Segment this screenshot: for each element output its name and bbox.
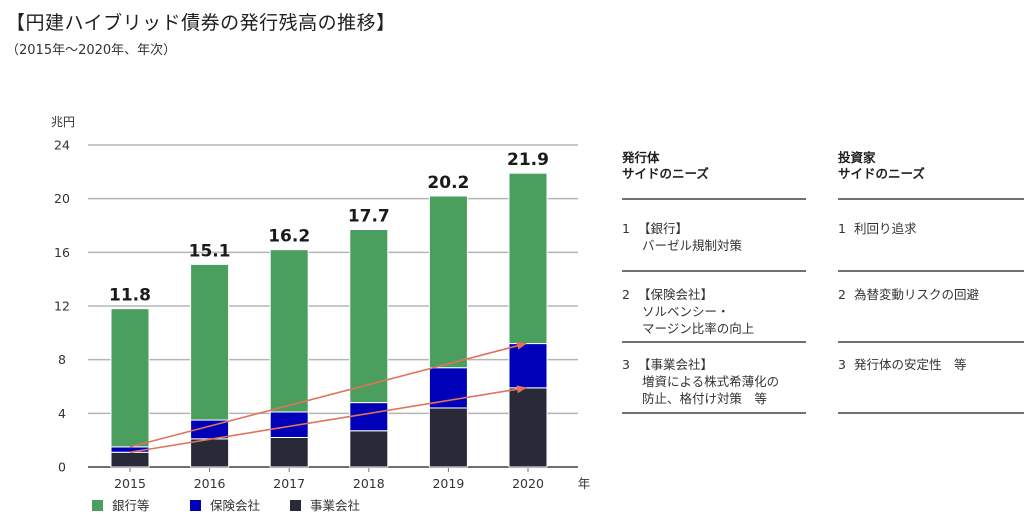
divider (622, 341, 806, 343)
issuer-needs-header-line1: 発行体 (622, 150, 660, 165)
bar-total-label: 11.8 (109, 286, 151, 306)
item-number: 1 (622, 221, 630, 236)
y-tick-label: 24 (54, 138, 70, 153)
item-label: 【保険会社】 (638, 287, 714, 302)
bar-segment (190, 263, 230, 421)
item-text: ソルベンシー・ (642, 304, 730, 319)
item-label: 【銀行】 (638, 221, 689, 236)
bar-segment (269, 436, 309, 468)
legend-swatch (190, 500, 201, 511)
x-tick-label: 2018 (353, 476, 385, 491)
investor-needs-header-line2: サイドのニーズ (838, 166, 925, 181)
bar-segment (110, 308, 150, 448)
divider (622, 270, 806, 272)
bar-segment (428, 195, 468, 369)
bar-segment (349, 402, 389, 432)
item-number: 2 (838, 287, 846, 302)
item-number: 1 (838, 221, 846, 236)
item-text: 発行体の安定性 等 (854, 357, 967, 372)
item-text: 防止、格付け対策 等 (642, 391, 768, 406)
y-tick-label: 12 (54, 299, 70, 314)
investor-need-item: 3 発行体の安定性 等 (838, 356, 967, 373)
item-number: 2 (622, 287, 630, 302)
item-text: マージン比率の向上 (642, 321, 755, 336)
issuer-need-item: 2 【保険会社】 ソルベンシー・ マージン比率の向上 (622, 286, 754, 337)
bar-segment (349, 229, 389, 404)
legend-label: 事業会社 (310, 498, 360, 513)
investor-needs-panel: 投資家 サイドのニーズ 1 利回り追求 2 為替変動リスクの回避 3 発行体の安定性 … (838, 150, 1024, 430)
bar-total-label: 16.2 (268, 227, 310, 247)
issuer-needs-header-line2: サイドのニーズ (622, 166, 709, 181)
page-subtitle: （2015年～2020年、年次） (6, 43, 177, 58)
legend-swatch (290, 500, 301, 511)
trend-arrow (129, 341, 527, 448)
bar-segment (349, 430, 389, 468)
bar-total-label: 17.7 (348, 207, 390, 227)
legend-label: 銀行等 (112, 498, 150, 513)
issuer-needs-header: 発行体 サイドのニーズ (622, 150, 806, 182)
x-tick-label: 2017 (273, 476, 305, 491)
divider (838, 412, 1024, 414)
x-tick-label: 2019 (432, 476, 464, 491)
item-label: 【事業会社】 (638, 357, 714, 372)
bar-segment (508, 343, 548, 389)
divider (622, 198, 806, 200)
issuer-need-item: 1 【銀行】 バーゼル規制対策 (622, 220, 742, 254)
item-text: 増資による株式希薄化の (642, 374, 780, 389)
bar-segment (190, 438, 230, 468)
legend-swatch (92, 500, 103, 511)
divider (622, 412, 806, 414)
item-text: バーゼル規制対策 (642, 238, 743, 253)
legend-label: 保険会社 (210, 498, 260, 513)
x-tick-label: 2015 (114, 476, 146, 491)
y-tick-label: 8 (58, 352, 66, 367)
trend-arrow (129, 385, 527, 454)
y-tick-label: 20 (54, 191, 70, 206)
divider (838, 198, 1024, 200)
y-tick-label: 0 (58, 460, 66, 475)
bar-segment (508, 172, 548, 345)
issuer-need-item: 3 【事業会社】 増資による株式希薄化の 防止、格付け対策 等 (622, 356, 779, 407)
x-axis-unit: 年 (578, 476, 591, 491)
y-tick-label: 4 (58, 406, 66, 421)
bar-total-label: 15.1 (189, 241, 231, 261)
bar-segment (269, 249, 309, 413)
y-tick-label: 16 (54, 245, 70, 260)
divider (838, 270, 1024, 272)
bar-total-label: 21.9 (507, 150, 549, 170)
bar-segment (508, 387, 548, 468)
y-axis-unit: 兆円 (51, 115, 75, 129)
investor-need-item: 2 為替変動リスクの回避 (838, 286, 979, 303)
item-text: 利回り追求 (854, 221, 917, 236)
divider (838, 341, 1024, 343)
bar-segment (110, 451, 150, 468)
x-tick-label: 2020 (512, 476, 544, 491)
investor-need-item: 1 利回り追求 (838, 220, 917, 237)
item-number: 3 (838, 357, 846, 372)
bar-segment (428, 407, 468, 468)
x-tick-label: 2016 (194, 476, 226, 491)
investor-needs-header: 投資家 サイドのニーズ (838, 150, 1024, 182)
page-title: 【円建ハイブリッド債券の発行残高の推移】 (6, 12, 396, 34)
investor-needs-header-line1: 投資家 (838, 150, 876, 165)
item-text: 為替変動リスクの回避 (854, 287, 980, 302)
issuer-needs-panel: 発行体 サイドのニーズ 1 【銀行】 バーゼル規制対策 2 【保険会社】 ソルベンシ… (622, 150, 806, 430)
bar-total-label: 20.2 (427, 173, 469, 193)
item-number: 3 (622, 357, 630, 372)
